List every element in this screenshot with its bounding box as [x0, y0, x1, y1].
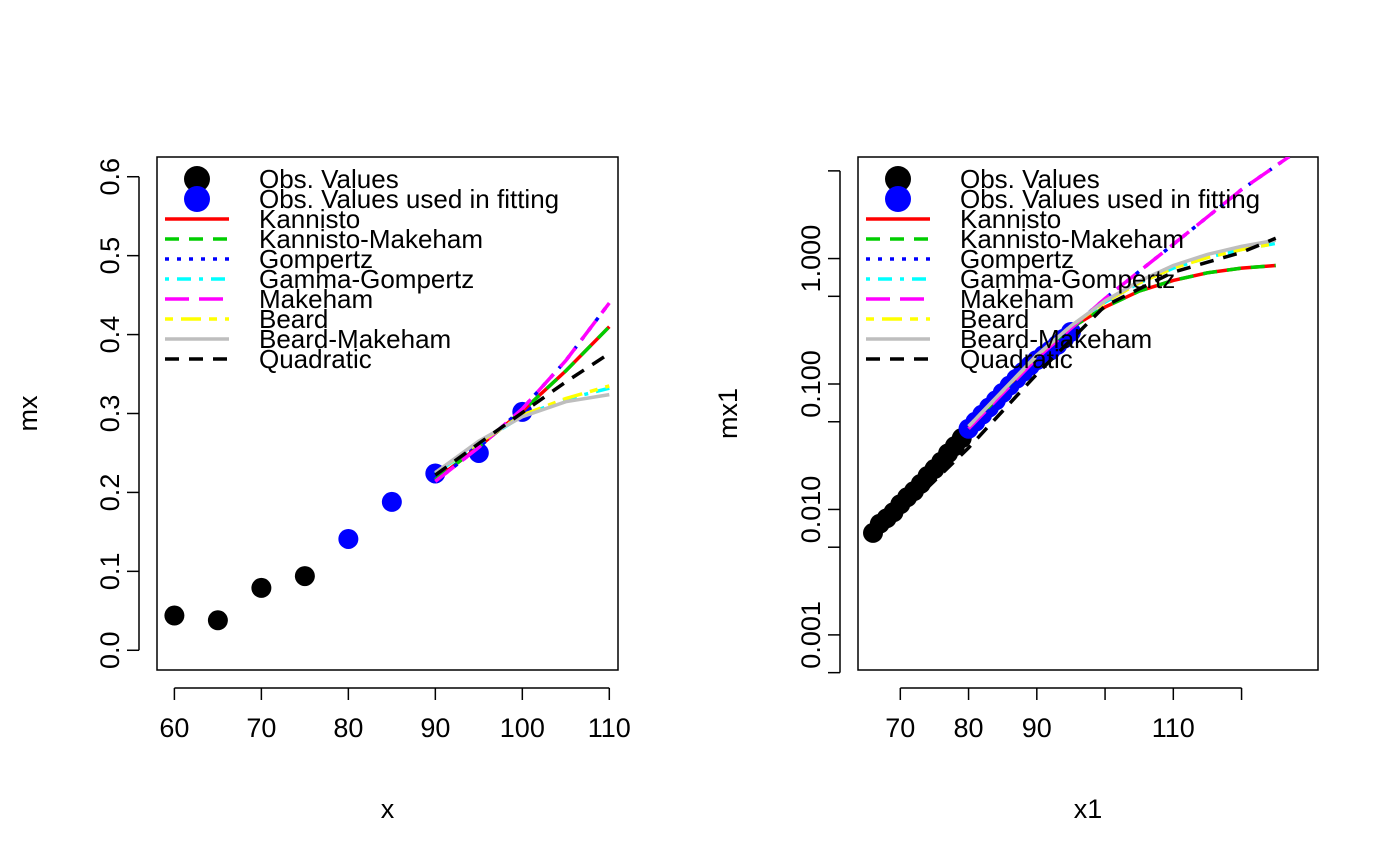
y-tick-label: 0.0 — [95, 631, 125, 669]
legend-label: Obs. Values used in fitting — [960, 184, 1260, 214]
x-tick-label: 70 — [885, 713, 915, 743]
series-line-makeham — [434, 301, 611, 483]
plot-data — [863, 157, 1291, 543]
x-tick-label: 80 — [333, 713, 363, 743]
y-tick-label: 0.2 — [95, 474, 125, 512]
legend-label: Makeham — [259, 284, 373, 314]
y-axis-title: mx1 — [713, 388, 743, 439]
plot-frame — [857, 156, 1319, 671]
x-tick-label: 90 — [1022, 713, 1052, 743]
legend-point-symbol — [184, 166, 210, 192]
legend-label: Beard-Makeham — [960, 324, 1152, 354]
series-line-makeham — [967, 157, 1291, 430]
legend-label: Gompertz — [259, 244, 373, 274]
plot-frame — [156, 156, 619, 671]
legend-label: Kannisto — [259, 204, 360, 234]
y-tick-label: 0.5 — [95, 237, 125, 275]
data-point — [381, 491, 402, 512]
x-tick-label: 110 — [1152, 713, 1195, 743]
legend-label: Beard — [259, 304, 328, 334]
legend-label: Kannisto-Makeham — [960, 224, 1184, 254]
series-line-quadratic — [871, 236, 1277, 539]
legend-label: Quadratic — [960, 344, 1073, 374]
legend-label: Gompertz — [960, 244, 1074, 274]
y-tick-label: 1.000 — [796, 225, 826, 293]
chart-panel-left: 60 70 80 90 100 110 0.0 0.1 0.2 0.3 0.4 0.5 0.6 x mx Ob… — [13, 156, 631, 824]
legend-point-symbol — [885, 166, 911, 192]
legend-label: Kannisto — [960, 204, 1061, 234]
y-tick-label: 0.100 — [796, 350, 826, 418]
x-axis-title: x1 — [1074, 794, 1103, 824]
x-tick-label: 60 — [159, 713, 189, 743]
x-tick-label: 80 — [954, 713, 984, 743]
series-line-quadratic — [434, 352, 611, 477]
y-tick-label: 0.6 — [95, 158, 125, 196]
plot-data — [164, 301, 611, 631]
legend-label: Obs. Values — [259, 164, 399, 194]
y-tick-label: 0.4 — [95, 316, 125, 354]
x-axis-title: x — [381, 794, 395, 824]
data-point — [207, 610, 228, 631]
data-point — [294, 566, 315, 587]
y-tick-label: 0.3 — [95, 395, 125, 433]
x-tick-label: 90 — [420, 713, 450, 743]
legend-label: Gamma-Gompertz — [960, 264, 1175, 294]
y-tick-label: 0.001 — [796, 601, 826, 669]
series-line-kannisto-makeham — [967, 263, 1276, 430]
legend-label: Gamma-Gompertz — [259, 264, 474, 294]
y-tick-label: 0.1 — [95, 553, 125, 591]
legend-label: Makeham — [960, 284, 1074, 314]
data-point — [1060, 321, 1081, 342]
y-tick-label: 0.010 — [796, 476, 826, 544]
point-group — [164, 566, 315, 631]
series-line-beard-makeham — [967, 238, 1277, 428]
legend-label: Beard-Makeham — [259, 324, 451, 354]
legend-label: Beard — [960, 304, 1029, 334]
data-point — [338, 528, 359, 549]
y-axis-title: mx — [13, 395, 43, 431]
legend-point-symbol — [184, 186, 210, 212]
legend-label: Obs. Values used in fitting — [259, 184, 559, 214]
series-line-beard-makeham — [434, 392, 610, 475]
point-group — [863, 428, 972, 543]
x-tick-label: 110 — [588, 713, 631, 743]
legend-label: Quadratic — [259, 344, 372, 374]
legend-point-symbol — [885, 186, 911, 212]
legend-label: Obs. Values — [960, 164, 1100, 194]
legend-label: Kannisto-Makeham — [259, 224, 483, 254]
x-tick-label: 100 — [500, 713, 545, 743]
chart-panel-right: 70 80 90 110 0.001 0.010 0.100 1.000 x1 mx1 Obs. V… — [713, 156, 1319, 824]
data-point — [251, 577, 272, 598]
x-tick-label: 70 — [246, 713, 276, 743]
series-line-gompertz — [967, 157, 1291, 430]
data-point — [164, 605, 185, 626]
